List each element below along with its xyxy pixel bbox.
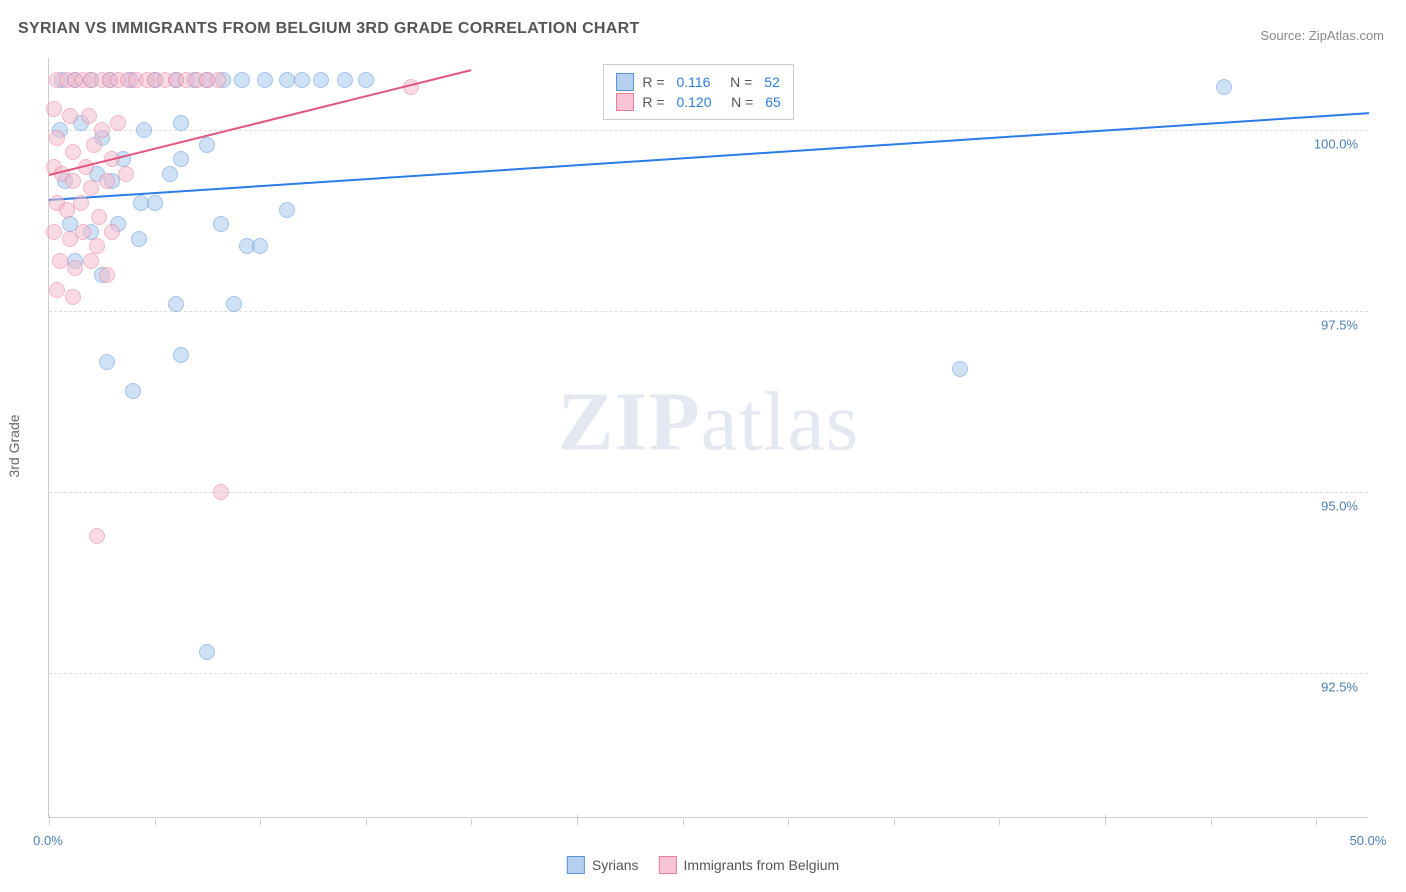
xtick-label-max: 50.0% (1350, 833, 1387, 848)
xtick (683, 819, 684, 825)
data-point (226, 296, 242, 312)
xtick (1211, 819, 1212, 825)
xtick (999, 819, 1000, 825)
data-point (67, 260, 83, 276)
data-point (1216, 79, 1232, 95)
data-point (337, 72, 353, 88)
ytick-label: 95.0% (1321, 499, 1358, 514)
data-point (213, 216, 229, 232)
n-label: N = (720, 94, 754, 110)
watermark: ZIPatlas (558, 374, 860, 471)
n-value: 52 (760, 74, 779, 90)
data-point (358, 72, 374, 88)
gridline (49, 130, 1368, 131)
data-point (162, 166, 178, 182)
data-point (118, 166, 134, 182)
data-point (73, 195, 89, 211)
data-point (173, 151, 189, 167)
legend-swatch (616, 73, 634, 91)
xtick (155, 819, 156, 825)
data-point (168, 296, 184, 312)
data-point (294, 72, 310, 88)
r-value: 0.116 (673, 74, 711, 90)
data-point (65, 289, 81, 305)
legend-label: Immigrants from Belgium (684, 857, 840, 873)
ytick-label: 97.5% (1321, 318, 1358, 333)
legend-swatch (567, 856, 585, 874)
data-point (99, 173, 115, 189)
data-point (94, 122, 110, 138)
legend-stats: R = 0.116 N = 52R = 0.120 N = 65 (603, 64, 793, 120)
y-axis-label: 3rd Grade (6, 414, 22, 477)
gridline (49, 492, 1368, 493)
data-point (65, 144, 81, 160)
legend-item: Syrians (567, 856, 639, 874)
data-point (86, 137, 102, 153)
data-point (199, 644, 215, 660)
data-point (252, 238, 268, 254)
data-point (210, 72, 226, 88)
data-point (83, 253, 99, 269)
chart-title: SYRIAN VS IMMIGRANTS FROM BELGIUM 3RD GR… (18, 20, 640, 38)
data-point (49, 282, 65, 298)
data-point (213, 484, 229, 500)
xtick (49, 815, 50, 825)
data-point (131, 231, 147, 247)
legend-stats-row: R = 0.120 N = 65 (616, 93, 780, 111)
data-point (173, 115, 189, 131)
ytick-label: 100.0% (1314, 137, 1358, 152)
xtick (471, 819, 472, 825)
xtick (894, 819, 895, 825)
data-point (99, 267, 115, 283)
data-point (125, 383, 141, 399)
legend-item: Immigrants from Belgium (659, 856, 840, 874)
data-point (279, 202, 295, 218)
data-point (46, 224, 62, 240)
data-point (65, 173, 81, 189)
r-label: R = (642, 94, 664, 110)
gridline (49, 311, 1368, 312)
ytick-label: 92.5% (1321, 680, 1358, 695)
xtick (1316, 819, 1317, 825)
data-point (952, 361, 968, 377)
xtick-label-min: 0.0% (33, 833, 63, 848)
scatter-plot: ZIPatlas 92.5% 95.0% 97.5% 100.0% R = 0.116 … (48, 58, 1368, 818)
legend-swatch (616, 93, 634, 111)
data-point (147, 195, 163, 211)
legend-swatch (659, 856, 677, 874)
legend-label: Syrians (592, 857, 639, 873)
data-point (52, 253, 68, 269)
data-point (136, 122, 152, 138)
xtick (577, 815, 578, 825)
data-point (46, 101, 62, 117)
data-point (110, 115, 126, 131)
data-point (62, 108, 78, 124)
data-point (234, 72, 250, 88)
r-label: R = (642, 74, 664, 90)
data-point (89, 528, 105, 544)
source-attribution: Source: ZipAtlas.com (1260, 28, 1384, 43)
n-label: N = (718, 74, 752, 90)
gridline (49, 673, 1368, 674)
xtick (788, 819, 789, 825)
data-point (313, 72, 329, 88)
r-value: 0.120 (673, 94, 712, 110)
data-point (199, 137, 215, 153)
data-point (173, 347, 189, 363)
data-point (83, 180, 99, 196)
legend-stats-row: R = 0.116 N = 52 (616, 73, 780, 91)
data-point (49, 130, 65, 146)
data-point (91, 209, 107, 225)
data-point (104, 224, 120, 240)
data-point (75, 224, 91, 240)
data-point (279, 72, 295, 88)
n-value: 65 (761, 94, 780, 110)
data-point (81, 108, 97, 124)
xtick (1105, 815, 1106, 825)
legend-bottom: Syrians Immigrants from Belgium (567, 856, 839, 874)
xtick (366, 819, 367, 825)
data-point (257, 72, 273, 88)
data-point (99, 354, 115, 370)
xtick (260, 819, 261, 825)
